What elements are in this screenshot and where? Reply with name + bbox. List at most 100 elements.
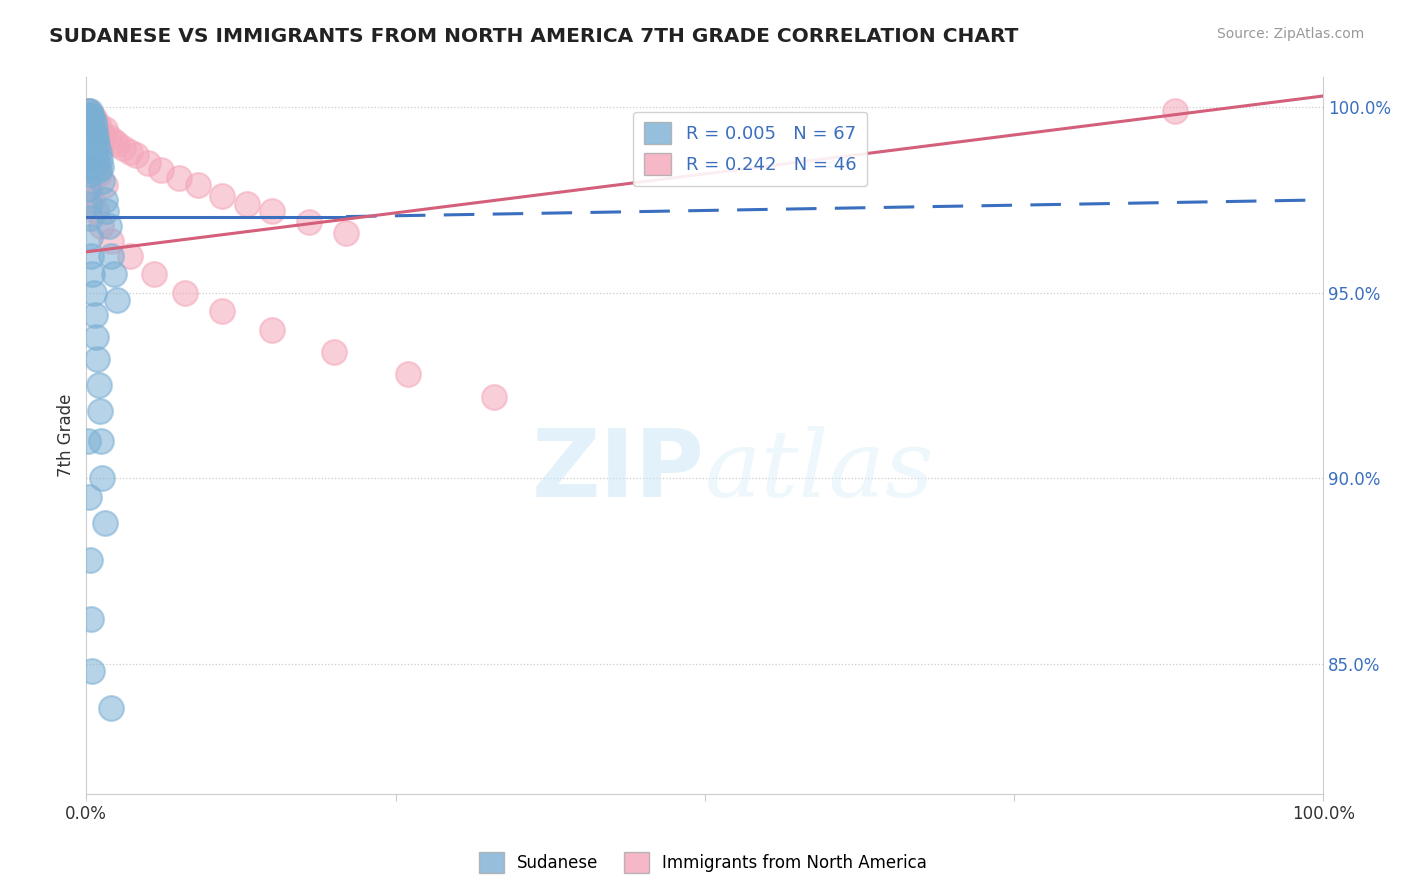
Point (80, 119, 103, 133)
Point (82, 107, 104, 121)
Point (335, 227, 357, 241)
Point (94, 516, 117, 530)
Point (100, 234, 122, 248)
Point (89, 152, 111, 166)
Point (90, 219, 112, 233)
Point (80, 152, 103, 166)
Point (187, 178, 209, 192)
Point (91, 174, 114, 188)
Point (86, 352, 108, 367)
Point (84, 115, 107, 129)
Point (86, 137, 108, 152)
Point (80, 249, 103, 263)
Point (83, 160, 105, 174)
Point (136, 156, 159, 170)
Point (77, 115, 100, 129)
Point (80, 115, 103, 129)
Point (83, 112, 105, 126)
Point (86, 122, 108, 136)
Point (84, 145, 107, 159)
Point (83, 145, 105, 159)
Point (84, 122, 107, 136)
Point (90, 434, 112, 449)
Point (77, 107, 100, 121)
Text: ZIP: ZIP (531, 425, 704, 517)
Point (105, 137, 128, 152)
Point (84, 204, 107, 219)
Point (84, 308, 107, 322)
Y-axis label: 7th Grade: 7th Grade (58, 394, 75, 477)
Point (79, 553, 101, 567)
Point (80, 612, 103, 626)
Text: SUDANESE VS IMMIGRANTS FROM NORTH AMERICA 7TH GRADE CORRELATION CHART: SUDANESE VS IMMIGRANTS FROM NORTH AMERIC… (49, 27, 1018, 45)
Point (86, 156, 108, 170)
Point (174, 285, 197, 300)
Point (82, 193, 104, 207)
Point (79, 137, 101, 152)
Point (105, 293, 128, 307)
Legend: R = 0.005   N = 67, R = 0.242   N = 46: R = 0.005 N = 67, R = 0.242 N = 46 (633, 112, 868, 186)
Point (87, 119, 110, 133)
Point (100, 701, 122, 715)
Point (77, 145, 100, 159)
Point (91, 471, 114, 485)
Point (103, 267, 125, 281)
Point (1164, 103, 1187, 118)
Point (90, 126, 112, 140)
Point (322, 345, 344, 359)
Point (80, 107, 103, 121)
Legend: Sudanese, Immigrants from North America: Sudanese, Immigrants from North America (472, 846, 934, 880)
Point (82, 137, 104, 152)
Point (94, 178, 117, 192)
Point (76, 156, 98, 170)
Point (84, 330, 107, 344)
Point (236, 196, 259, 211)
Point (76, 182, 98, 196)
Point (484, 390, 506, 404)
Point (79, 156, 101, 170)
Point (76, 434, 98, 449)
Point (87, 163, 110, 178)
Point (80, 129, 103, 144)
Point (84, 134, 107, 148)
Point (76, 103, 98, 118)
Point (77, 129, 100, 144)
Point (87, 145, 110, 159)
Point (211, 189, 233, 203)
Point (77, 490, 100, 504)
Point (97, 129, 120, 144)
Point (87, 167, 110, 181)
Point (94, 193, 117, 207)
Point (94, 204, 117, 219)
Point (112, 141, 135, 155)
Point (82, 267, 104, 281)
Point (82, 152, 104, 166)
Point (77, 196, 100, 211)
Point (79, 211, 101, 226)
Text: atlas: atlas (704, 426, 934, 516)
Point (79, 115, 101, 129)
Point (79, 112, 101, 126)
Point (260, 204, 283, 219)
Point (79, 126, 101, 140)
Point (76, 126, 98, 140)
Point (167, 170, 190, 185)
Point (396, 368, 419, 382)
Point (82, 122, 104, 136)
Point (260, 323, 283, 337)
Point (79, 148, 101, 162)
Point (79, 103, 101, 118)
Point (82, 664, 104, 678)
Point (143, 267, 166, 281)
Text: Source: ZipAtlas.com: Source: ZipAtlas.com (1216, 27, 1364, 41)
Point (103, 134, 125, 148)
Point (84, 129, 107, 144)
Point (83, 285, 105, 300)
Point (298, 215, 321, 229)
Point (76, 112, 98, 126)
Point (84, 119, 107, 133)
Point (76, 103, 98, 118)
Point (100, 249, 122, 263)
Point (87, 378, 110, 392)
Point (90, 160, 112, 174)
